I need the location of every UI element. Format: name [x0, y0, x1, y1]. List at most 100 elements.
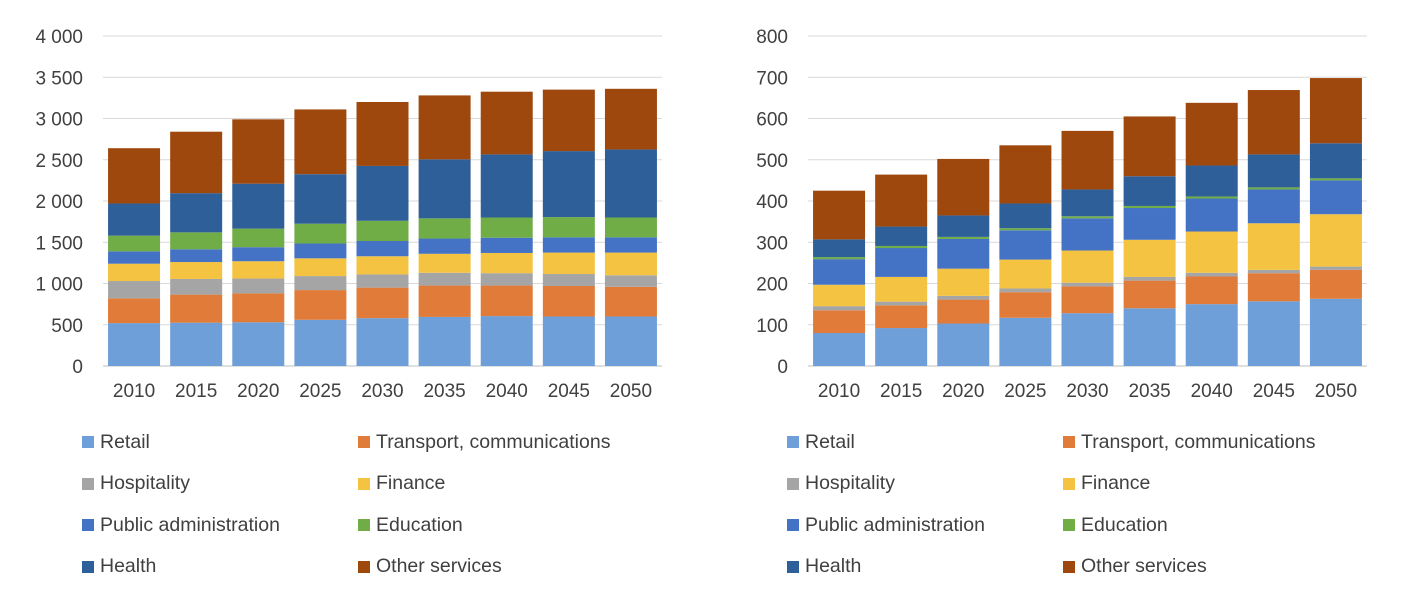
- right-bar-health-2040: [1185, 165, 1238, 197]
- right-bar-health-2020: [937, 215, 990, 237]
- left-x-tick-label: 2010: [113, 381, 155, 402]
- right-x-tick-label: 2020: [942, 381, 984, 402]
- right-y-tick-label: 500: [756, 151, 788, 172]
- left-bar-retail-2020: [232, 322, 285, 366]
- right-bar-education-2050: [1309, 178, 1362, 181]
- left-y-tick-label: 3 500: [35, 68, 83, 89]
- right-bar-hospitality-2050: [1309, 266, 1362, 270]
- right-bar-hospitality-2020: [937, 295, 990, 300]
- right-bar-education-2010: [813, 257, 866, 260]
- right-bar-transport-communications-2030: [1061, 286, 1114, 314]
- left-y-tick-label: 3 000: [35, 110, 83, 131]
- right-bar-other-services-2040: [1185, 102, 1238, 166]
- right-bar-education-2040: [1185, 196, 1238, 199]
- right-bar-health-2035: [1123, 176, 1176, 206]
- right-bar-health-2025: [999, 203, 1052, 229]
- left-x-tick-label: 2035: [423, 381, 465, 402]
- right-x-tick-label: 2030: [1066, 381, 1108, 402]
- left-y-tick-label: 0: [72, 357, 83, 378]
- right-bar-retail-2020: [937, 323, 990, 366]
- right-legend-label: Hospitality: [805, 472, 895, 494]
- right-bar-education-2045: [1247, 187, 1300, 190]
- left-legend-item-hospitality: Hospitality: [82, 470, 190, 498]
- right-y-tick-label: 200: [756, 275, 788, 296]
- left-y-tick-label: 2 500: [35, 151, 83, 172]
- right-bar-retail-2045: [1247, 301, 1300, 366]
- left-bar-retail-2030: [356, 318, 409, 366]
- right-bar-transport-communications-2050: [1309, 269, 1362, 299]
- left-bar-health-2025: [294, 174, 347, 224]
- left-chart-legend: Retail Transport, communications Hospitali…: [82, 428, 682, 588]
- right-bar-finance-2035: [1123, 239, 1176, 277]
- right-bar-finance-2045: [1247, 223, 1300, 270]
- left-bar-finance-2015: [170, 262, 223, 279]
- right-bar-education-2025: [999, 228, 1052, 231]
- left-x-tick-label: 2040: [486, 381, 528, 402]
- left-bar-transport-communications-2050: [604, 286, 657, 317]
- right-legend-label: Transport, communications: [1081, 430, 1316, 453]
- left-bar-other-services-2035: [418, 95, 471, 160]
- right-bar-finance-2040: [1185, 231, 1238, 273]
- left-legend-item-finance: Finance: [358, 470, 445, 498]
- right-bar-transport-communications-2025: [999, 292, 1052, 318]
- left-legend-label: Finance: [376, 472, 446, 494]
- left-bar-other-services-2040: [480, 91, 533, 155]
- left-x-tick-label: 2030: [361, 381, 403, 402]
- right-bar-hospitality-2040: [1185, 272, 1238, 277]
- right-legend-item-health: Health: [787, 553, 861, 581]
- right-stacked-bar-chart: 0 100 200 300 400 500 600 700 800 2010 2015 2020 202…: [756, 27, 1367, 402]
- left-legend-label: Retail: [100, 430, 150, 453]
- right-bar-public-administration-2035: [1123, 208, 1176, 240]
- right-legend-item-finance: Finance: [1063, 470, 1150, 498]
- left-legend-item-health: Health: [82, 553, 156, 581]
- right-legend-item-retail: Retail: [787, 428, 855, 456]
- left-bar-health-2020: [232, 183, 285, 229]
- right-bar-health-2030: [1061, 189, 1114, 217]
- right-bar-health-2015: [875, 226, 928, 246]
- left-x-tick-label: 2015: [175, 381, 217, 402]
- left-x-tick-label: 2050: [610, 381, 652, 402]
- left-legend-item-transport-communications: Transport, communications: [358, 428, 610, 456]
- right-bar-health-2045: [1247, 154, 1300, 188]
- right-bar-public-administration-2010: [813, 259, 866, 285]
- left-bar-other-services-2045: [542, 89, 595, 152]
- left-bar-finance-2040: [480, 252, 533, 274]
- right-bar-other-services-2035: [1123, 116, 1176, 177]
- right-bar-finance-2020: [937, 268, 990, 296]
- right-x-tick-label: 2025: [1004, 381, 1046, 402]
- right-y-tick-label: 0: [777, 357, 788, 378]
- right-bar-hospitality-2025: [999, 288, 1052, 293]
- left-legend-item-education: Education: [358, 511, 463, 539]
- right-y-tick-label: 300: [756, 233, 788, 254]
- left-bar-education-2015: [170, 232, 223, 250]
- right-bar-hospitality-2030: [1061, 282, 1114, 287]
- left-bar-education-2035: [418, 218, 471, 239]
- left-legend-item-other-services: Other services: [358, 553, 502, 581]
- right-bar-public-administration-2025: [999, 230, 1052, 260]
- right-legend-swatch: [1063, 477, 1075, 490]
- left-legend-swatch: [82, 519, 94, 531]
- left-bar-health-2035: [418, 159, 471, 219]
- right-bar-public-administration-2045: [1247, 189, 1300, 224]
- left-bar-transport-communications-2030: [356, 287, 409, 319]
- left-bar-health-2010: [108, 203, 161, 236]
- right-legend-label: Public administration: [805, 513, 985, 536]
- right-chart-legend: Retail Transport, communications Hospitali…: [787, 428, 1387, 588]
- right-y-tick-label: 100: [756, 316, 788, 337]
- left-bar-other-services-2030: [356, 102, 409, 166]
- right-bar-health-2010: [813, 239, 866, 258]
- right-legend-label: Education: [1081, 513, 1168, 536]
- right-bar-public-administration-2015: [875, 248, 928, 277]
- right-bar-finance-2025: [999, 259, 1052, 289]
- left-bar-education-2020: [232, 228, 285, 248]
- right-bar-retail-2050: [1309, 298, 1362, 366]
- right-x-tick-label: 2010: [818, 381, 860, 402]
- left-bar-hospitality-2045: [542, 274, 595, 286]
- right-bar-transport-communications-2035: [1123, 280, 1176, 309]
- right-bar-education-2015: [875, 245, 928, 249]
- right-legend-label: Other services: [1081, 555, 1207, 577]
- left-bar-hospitality-2025: [294, 276, 347, 291]
- left-x-tick-label: 2025: [299, 381, 341, 402]
- left-bar-transport-communications-2015: [170, 294, 223, 323]
- right-y-tick-label: 700: [756, 68, 788, 89]
